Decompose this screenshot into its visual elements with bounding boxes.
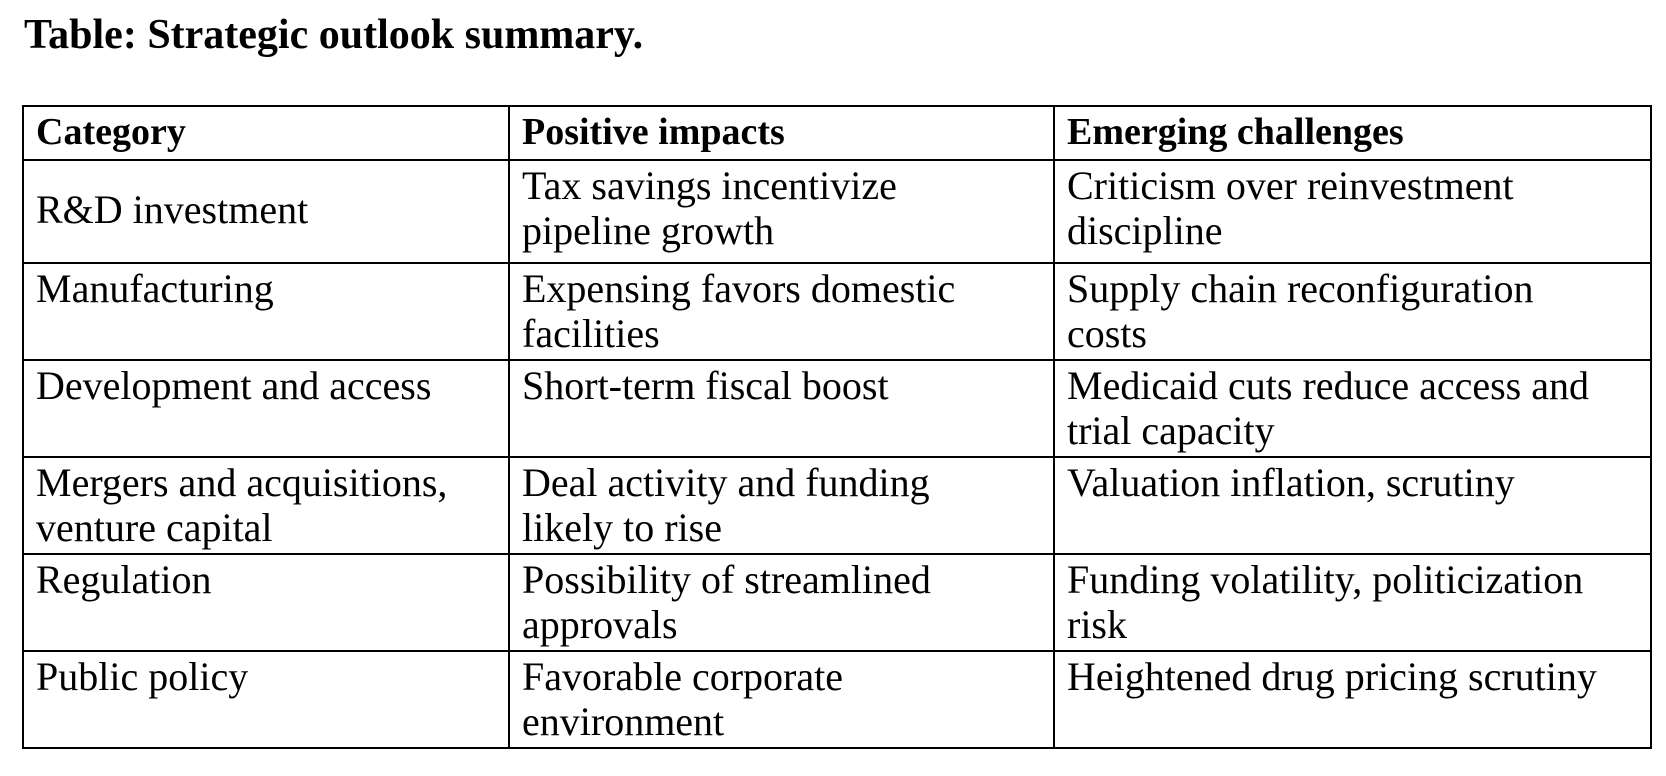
column-header-positive-impacts: Positive impacts bbox=[508, 105, 1055, 161]
cell-category: Public policy bbox=[22, 650, 510, 749]
table-row: Manufacturing Expensing favors domestic … bbox=[22, 262, 1652, 361]
cell-category: R&D investment bbox=[22, 159, 510, 264]
column-header-category: Category bbox=[22, 105, 510, 161]
table-row: R&D investment Tax savings incentivize p… bbox=[22, 159, 1652, 264]
table-row: Regulation Possibility of streamlined ap… bbox=[22, 553, 1652, 652]
cell-emerging-challenges: Funding volatility, politicization risk bbox=[1053, 553, 1652, 652]
table-row: Public policy Favorable corporate enviro… bbox=[22, 650, 1652, 749]
table-row: Development and access Short-term fiscal… bbox=[22, 359, 1652, 458]
cell-emerging-challenges: Medicaid cuts reduce access and trial ca… bbox=[1053, 359, 1652, 458]
table-header-row: Category Positive impacts Emerging chall… bbox=[22, 105, 1652, 161]
cell-positive-impacts: Favorable corporate environment bbox=[508, 650, 1055, 749]
table-row: Mergers and acquisitions, venture capita… bbox=[22, 456, 1652, 555]
cell-positive-impacts: Expensing favors domestic facilities bbox=[508, 262, 1055, 361]
cell-positive-impacts: Short-term fiscal boost bbox=[508, 359, 1055, 458]
cell-category: Manufacturing bbox=[22, 262, 510, 361]
cell-emerging-challenges: Criticism over reinvestment discipline bbox=[1053, 159, 1652, 264]
cell-emerging-challenges: Supply chain reconfiguration costs bbox=[1053, 262, 1652, 361]
column-header-emerging-challenges: Emerging challenges bbox=[1053, 105, 1652, 161]
cell-positive-impacts: Possibility of streamlined approvals bbox=[508, 553, 1055, 652]
cell-category: Mergers and acquisitions, venture capita… bbox=[22, 456, 510, 555]
strategic-outlook-table: Category Positive impacts Emerging chall… bbox=[22, 105, 1652, 749]
cell-emerging-challenges: Valuation inflation, scrutiny bbox=[1053, 456, 1652, 555]
page-title: Table: Strategic outlook summary. bbox=[24, 12, 644, 58]
cell-positive-impacts: Deal activity and funding likely to rise bbox=[508, 456, 1055, 555]
cell-category: Development and access bbox=[22, 359, 510, 458]
cell-positive-impacts: Tax savings incentivize pipeline growth bbox=[508, 159, 1055, 264]
cell-emerging-challenges: Heightened drug pricing scrutiny bbox=[1053, 650, 1652, 749]
cell-category: Regulation bbox=[22, 553, 510, 652]
